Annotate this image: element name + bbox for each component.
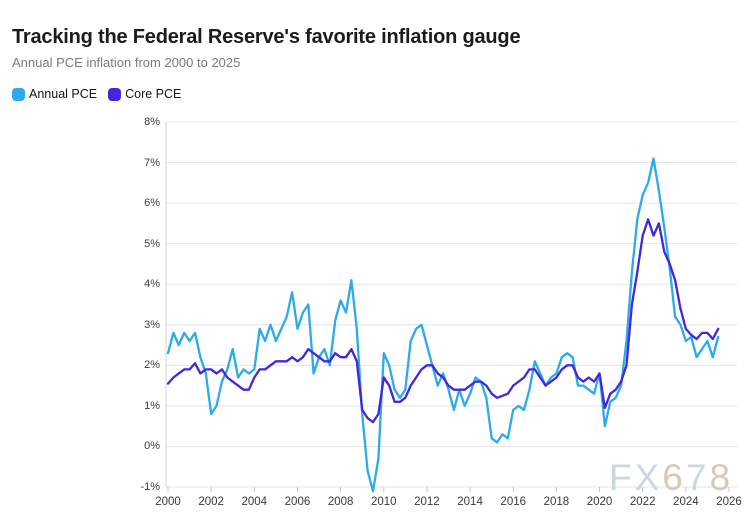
- chart-subtitle: Annual PCE inflation from 2000 to 2025: [12, 55, 241, 70]
- legend-label-annual-pce: Annual PCE: [29, 87, 98, 101]
- watermark-letter: 6: [662, 457, 686, 498]
- legend-item-core-pce: Core PCE: [108, 87, 181, 101]
- legend-label-core-pce: Core PCE: [125, 87, 182, 101]
- fx678-watermark: FX678: [609, 459, 733, 496]
- annual-pce-swatch-icon: [12, 87, 25, 101]
- series-line-core-pce: [166, 218, 720, 424]
- watermark-letter: 7: [685, 457, 710, 498]
- watermark-letter: F: [609, 457, 635, 498]
- watermark-letter: 8: [709, 457, 734, 498]
- watermark-letter: X: [634, 457, 663, 498]
- page-title: Tracking the Federal Reserve's favorite …: [12, 26, 521, 48]
- core-pce-swatch-icon: [108, 87, 122, 101]
- chart-header: Tracking the Federal Reserve's favorite …: [12, 26, 732, 71]
- legend-item-annual-pce: Annual PCE: [12, 87, 97, 101]
- chart-legend: Annual PCE Core PCE: [12, 87, 181, 101]
- series-line-annual-pce: [166, 157, 720, 493]
